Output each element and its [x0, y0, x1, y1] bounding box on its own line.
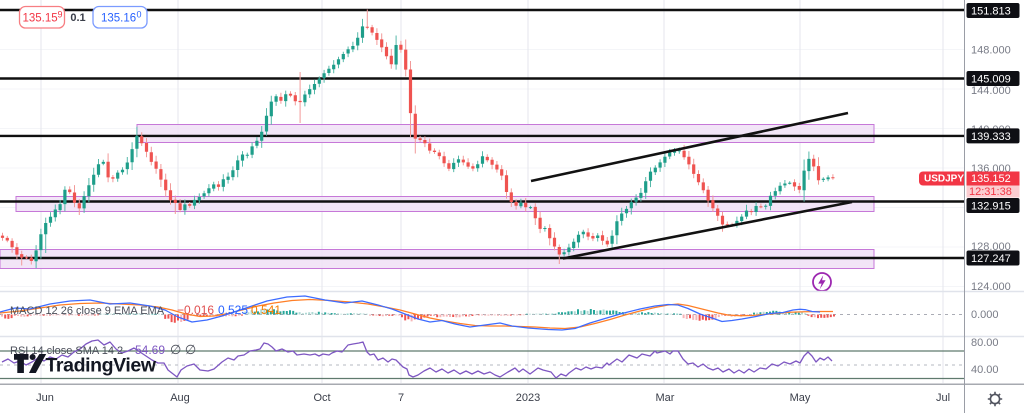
svg-text:MACD 12 26 close 9 EMA EMA: MACD 12 26 close 9 EMA EMA: [10, 305, 165, 317]
svg-text:RSI 14 close SMA 14 2: RSI 14 close SMA 14 2: [10, 345, 123, 357]
svg-text:80.00: 80.00: [971, 337, 999, 349]
svg-text:May: May: [790, 392, 811, 404]
svg-text:USDJPY: USDJPY: [924, 174, 964, 185]
svg-text:145.009: 145.009: [971, 74, 1011, 86]
svg-text:0.541: 0.541: [251, 303, 281, 317]
svg-text:Aug: Aug: [170, 392, 190, 404]
svg-text:Jun: Jun: [36, 392, 54, 404]
svg-text:124.000: 124.000: [971, 281, 1011, 293]
svg-text:148.000: 148.000: [971, 45, 1011, 57]
svg-text:40.00: 40.00: [971, 364, 999, 376]
svg-text:135.152: 135.152: [971, 173, 1011, 185]
svg-text:0.525: 0.525: [218, 303, 248, 317]
svg-text:0: 0: [137, 10, 142, 20]
svg-text:∅ ∅: ∅ ∅: [170, 342, 196, 357]
svg-text:139.333: 139.333: [971, 131, 1011, 143]
svg-text:0.1: 0.1: [70, 12, 85, 24]
svg-text:132.915: 132.915: [971, 201, 1011, 213]
svg-text:135.16: 135.16: [101, 13, 136, 25]
svg-text:135.15: 135.15: [23, 13, 58, 25]
svg-text:54.69: 54.69: [135, 343, 165, 357]
svg-text:7: 7: [398, 392, 404, 404]
svg-text:12:31:38: 12:31:38: [969, 186, 1012, 198]
svg-text:2023: 2023: [516, 392, 540, 404]
svg-text:144.000: 144.000: [971, 85, 1011, 97]
svg-text:Oct: Oct: [313, 392, 330, 404]
svg-text:TradingView: TradingView: [46, 355, 157, 377]
svg-text:128.000: 128.000: [971, 241, 1011, 253]
svg-text:−0.016: −0.016: [177, 303, 214, 317]
svg-text:151.813: 151.813: [971, 6, 1011, 18]
svg-text:0.000: 0.000: [971, 309, 999, 321]
svg-text:9: 9: [58, 10, 63, 20]
svg-text:Mar: Mar: [656, 392, 675, 404]
svg-text:127.247: 127.247: [971, 253, 1011, 265]
svg-text:Jul: Jul: [936, 392, 950, 404]
